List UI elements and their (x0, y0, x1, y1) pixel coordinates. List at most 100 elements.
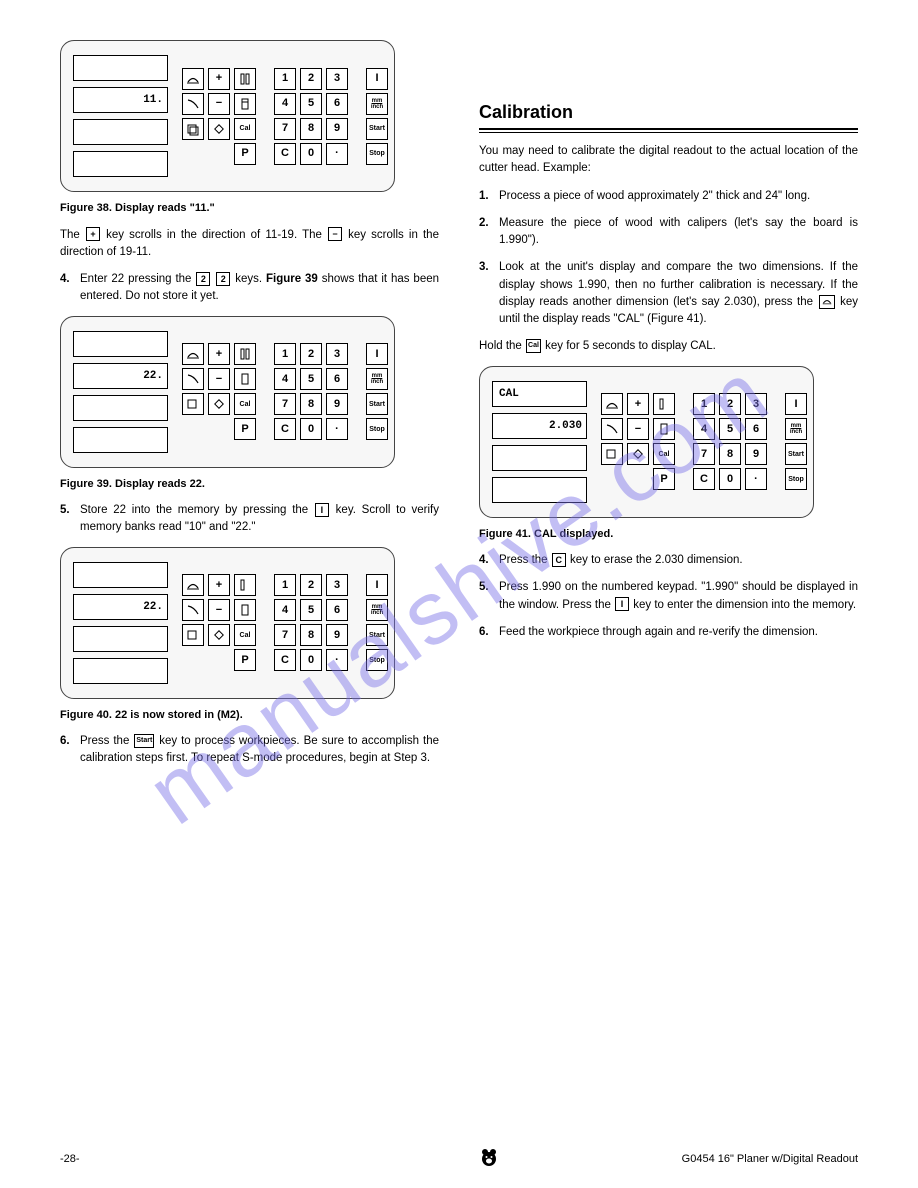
cal-key[interactable]: Cal (234, 624, 256, 646)
c-key[interactable]: C (693, 468, 715, 490)
mm-inch-key[interactable]: mminch (366, 93, 388, 115)
col-key-1[interactable] (234, 343, 256, 365)
num-6-key[interactable]: 6 (326, 599, 348, 621)
mode-key-2[interactable] (182, 599, 204, 621)
i-key[interactable]: I (366, 574, 388, 596)
c-key[interactable]: C (274, 418, 296, 440)
num-8-key[interactable]: 8 (300, 624, 322, 646)
i-key[interactable]: I (785, 393, 807, 415)
c-key[interactable]: C (274, 649, 296, 671)
cal-key[interactable]: Cal (653, 443, 675, 465)
stop-key[interactable]: Stop (366, 649, 388, 671)
num-6-key[interactable]: 6 (326, 368, 348, 390)
diamond-key[interactable] (627, 443, 649, 465)
p-key[interactable]: P (653, 468, 675, 490)
mode-key-1[interactable] (182, 68, 204, 90)
num-1-key[interactable]: 1 (274, 574, 296, 596)
col-key-1[interactable] (234, 574, 256, 596)
start-key[interactable]: Start (366, 393, 388, 415)
num-5-key[interactable]: 5 (300, 93, 322, 115)
diamond-key[interactable] (208, 393, 230, 415)
mode-key-3[interactable] (601, 443, 623, 465)
num-1-key[interactable]: 1 (274, 68, 296, 90)
minus-key[interactable]: − (208, 368, 230, 390)
start-key[interactable]: Start (785, 443, 807, 465)
col-key-2[interactable] (234, 93, 256, 115)
num-2-key[interactable]: 2 (300, 68, 322, 90)
num-4-key[interactable]: 4 (693, 418, 715, 440)
mm-inch-key[interactable]: mminch (366, 599, 388, 621)
num-2-key[interactable]: 2 (719, 393, 741, 415)
col-key-1[interactable] (234, 68, 256, 90)
dot-key[interactable]: · (745, 468, 767, 490)
num-2-key[interactable]: 2 (300, 574, 322, 596)
col-key-1[interactable] (653, 393, 675, 415)
num-9-key[interactable]: 9 (326, 393, 348, 415)
num-4-key[interactable]: 4 (274, 93, 296, 115)
mode-key-1[interactable] (182, 343, 204, 365)
i-key[interactable]: I (366, 68, 388, 90)
mode-key-2[interactable] (182, 93, 204, 115)
stop-key[interactable]: Stop (785, 468, 807, 490)
p-key[interactable]: P (234, 418, 256, 440)
minus-key[interactable]: − (627, 418, 649, 440)
num-0-key[interactable]: 0 (300, 143, 322, 165)
num-3-key[interactable]: 3 (326, 574, 348, 596)
num-5-key[interactable]: 5 (719, 418, 741, 440)
mode-key-2[interactable] (182, 368, 204, 390)
num-4-key[interactable]: 4 (274, 368, 296, 390)
num-9-key[interactable]: 9 (326, 624, 348, 646)
num-4-key[interactable]: 4 (274, 599, 296, 621)
col-key-2[interactable] (234, 368, 256, 390)
num-7-key[interactable]: 7 (274, 624, 296, 646)
num-0-key[interactable]: 0 (719, 468, 741, 490)
stop-key[interactable]: Stop (366, 418, 388, 440)
cal-key[interactable]: Cal (234, 393, 256, 415)
num-5-key[interactable]: 5 (300, 599, 322, 621)
num-6-key[interactable]: 6 (745, 418, 767, 440)
plus-key[interactable]: + (627, 393, 649, 415)
i-key[interactable]: I (366, 343, 388, 365)
mode-key-1[interactable] (182, 574, 204, 596)
mm-inch-key[interactable]: mminch (785, 418, 807, 440)
start-key[interactable]: Start (366, 118, 388, 140)
num-3-key[interactable]: 3 (326, 343, 348, 365)
num-5-key[interactable]: 5 (300, 368, 322, 390)
start-key[interactable]: Start (366, 624, 388, 646)
num-8-key[interactable]: 8 (300, 118, 322, 140)
mm-inch-key[interactable]: mminch (366, 368, 388, 390)
num-2-key[interactable]: 2 (300, 343, 322, 365)
col-key-2[interactable] (234, 599, 256, 621)
plus-key[interactable]: + (208, 68, 230, 90)
plus-key[interactable]: + (208, 574, 230, 596)
minus-key[interactable]: − (208, 93, 230, 115)
num-0-key[interactable]: 0 (300, 649, 322, 671)
num-9-key[interactable]: 9 (745, 443, 767, 465)
num-1-key[interactable]: 1 (693, 393, 715, 415)
num-3-key[interactable]: 3 (745, 393, 767, 415)
stop-key[interactable]: Stop (366, 143, 388, 165)
col-key-2[interactable] (653, 418, 675, 440)
num-7-key[interactable]: 7 (693, 443, 715, 465)
mode-key-3[interactable] (182, 118, 204, 140)
cal-key[interactable]: Cal (234, 118, 256, 140)
mode-key-3[interactable] (182, 624, 204, 646)
diamond-key[interactable] (208, 118, 230, 140)
num-0-key[interactable]: 0 (300, 418, 322, 440)
num-7-key[interactable]: 7 (274, 393, 296, 415)
diamond-key[interactable] (208, 624, 230, 646)
num-7-key[interactable]: 7 (274, 118, 296, 140)
dot-key[interactable]: · (326, 143, 348, 165)
num-9-key[interactable]: 9 (326, 118, 348, 140)
mode-key-2[interactable] (601, 418, 623, 440)
num-6-key[interactable]: 6 (326, 93, 348, 115)
c-key[interactable]: C (274, 143, 296, 165)
num-1-key[interactable]: 1 (274, 343, 296, 365)
mode-key-1[interactable] (601, 393, 623, 415)
plus-key[interactable]: + (208, 343, 230, 365)
mode-key-3[interactable] (182, 393, 204, 415)
minus-key[interactable]: − (208, 599, 230, 621)
num-8-key[interactable]: 8 (300, 393, 322, 415)
p-key[interactable]: P (234, 649, 256, 671)
num-3-key[interactable]: 3 (326, 68, 348, 90)
